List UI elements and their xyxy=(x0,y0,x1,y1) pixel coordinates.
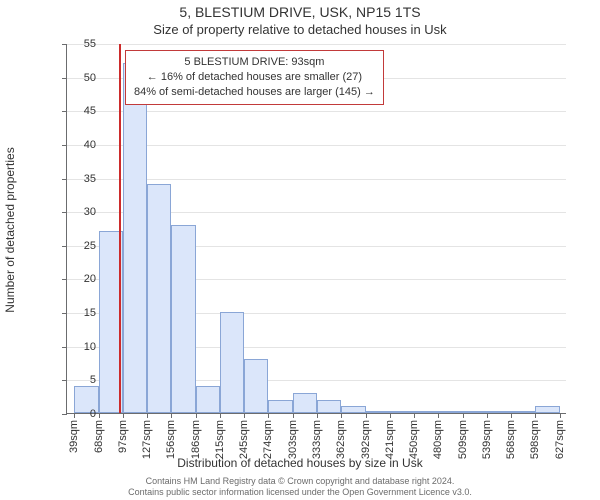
histogram-bar xyxy=(317,400,341,413)
y-tick xyxy=(62,179,67,180)
y-tick-label: 15 xyxy=(68,307,96,319)
x-tick-label: 362sqm xyxy=(335,420,347,459)
x-axis-label: Distribution of detached houses by size … xyxy=(0,456,600,470)
histogram-bar xyxy=(293,393,317,413)
histogram-bar xyxy=(244,359,268,413)
x-tick-label: 627sqm xyxy=(554,420,566,459)
x-tick-label: 509sqm xyxy=(457,420,469,459)
y-tick-label: 40 xyxy=(68,139,96,151)
histogram-bar xyxy=(366,411,390,413)
x-tick-label: 97sqm xyxy=(117,420,129,453)
y-tick-label: 25 xyxy=(68,240,96,252)
y-tick-label: 45 xyxy=(68,105,96,117)
x-tick xyxy=(244,413,245,418)
y-tick-label: 30 xyxy=(68,206,96,218)
chart-title-line2: Size of property relative to detached ho… xyxy=(0,22,600,37)
x-tick xyxy=(366,413,367,418)
y-tick xyxy=(62,111,67,112)
footer-line2: Contains public sector information licen… xyxy=(0,487,600,498)
x-tick xyxy=(268,413,269,418)
annotation-line2: ← 16% of detached houses are smaller (27… xyxy=(134,70,375,85)
y-tick xyxy=(62,212,67,213)
x-tick xyxy=(487,413,488,418)
gridline xyxy=(67,44,566,45)
y-tick-label: 35 xyxy=(68,173,96,185)
y-tick xyxy=(62,313,67,314)
histogram-bar xyxy=(438,411,462,413)
x-tick xyxy=(123,413,124,418)
footer-line1: Contains HM Land Registry data © Crown c… xyxy=(0,476,600,487)
annotation-line1: 5 BLESTIUM DRIVE: 93sqm xyxy=(134,55,375,70)
x-tick-label: 450sqm xyxy=(408,420,420,459)
x-tick xyxy=(99,413,100,418)
histogram-bar xyxy=(171,225,195,413)
x-tick xyxy=(463,413,464,418)
histogram-bar xyxy=(220,312,244,413)
y-tick-label: 5 xyxy=(68,374,96,386)
x-tick-label: 392sqm xyxy=(360,420,372,459)
histogram-bar xyxy=(390,411,414,413)
x-tick-label: 156sqm xyxy=(165,420,177,459)
x-tick-label: 39sqm xyxy=(68,420,80,453)
chart-container: 5, BLESTIUM DRIVE, USK, NP15 1TS Size of… xyxy=(0,0,600,500)
x-tick xyxy=(535,413,536,418)
chart-title-line1: 5, BLESTIUM DRIVE, USK, NP15 1TS xyxy=(0,4,600,20)
x-tick xyxy=(171,413,172,418)
x-tick xyxy=(511,413,512,418)
x-tick-label: 127sqm xyxy=(141,420,153,459)
plot-area: 39sqm68sqm97sqm127sqm156sqm186sqm215sqm2… xyxy=(66,44,566,414)
histogram-bar xyxy=(535,406,559,413)
x-tick xyxy=(196,413,197,418)
property-marker-line xyxy=(119,44,121,413)
y-tick xyxy=(62,414,67,415)
x-tick-label: 539sqm xyxy=(481,420,493,459)
y-tick xyxy=(62,246,67,247)
histogram-bar xyxy=(414,411,438,413)
y-tick xyxy=(62,279,67,280)
y-tick-label: 0 xyxy=(68,408,96,420)
x-tick xyxy=(414,413,415,418)
histogram-bar xyxy=(463,411,487,413)
y-tick xyxy=(62,145,67,146)
histogram-bar xyxy=(123,63,147,413)
x-tick xyxy=(438,413,439,418)
histogram-bar xyxy=(487,411,511,413)
annotation-line3: 84% of semi-detached houses are larger (… xyxy=(134,85,375,100)
histogram-bar xyxy=(511,411,535,413)
x-tick-label: 303sqm xyxy=(287,420,299,459)
y-tick-label: 50 xyxy=(68,72,96,84)
x-tick xyxy=(220,413,221,418)
x-tick-label: 333sqm xyxy=(311,420,323,459)
x-tick xyxy=(317,413,318,418)
x-tick-label: 568sqm xyxy=(505,420,517,459)
x-tick-label: 186sqm xyxy=(190,420,202,459)
y-tick xyxy=(62,347,67,348)
histogram-bar xyxy=(147,184,171,413)
histogram-bar xyxy=(341,406,365,413)
x-tick xyxy=(293,413,294,418)
y-tick xyxy=(62,44,67,45)
x-tick-label: 421sqm xyxy=(384,420,396,459)
x-tick-label: 245sqm xyxy=(238,420,250,459)
x-tick-label: 68sqm xyxy=(93,420,105,453)
x-tick-label: 598sqm xyxy=(529,420,541,459)
y-tick-label: 55 xyxy=(68,38,96,50)
x-tick-label: 215sqm xyxy=(214,420,226,459)
x-tick-label: 480sqm xyxy=(432,420,444,459)
histogram-bar xyxy=(196,386,220,413)
y-tick-label: 20 xyxy=(68,273,96,285)
annotation-box: 5 BLESTIUM DRIVE: 93sqm← 16% of detached… xyxy=(125,50,384,105)
x-tick xyxy=(147,413,148,418)
y-tick xyxy=(62,78,67,79)
histogram-bar xyxy=(268,400,292,413)
y-tick-label: 10 xyxy=(68,341,96,353)
y-tick xyxy=(62,380,67,381)
footer-attribution: Contains HM Land Registry data © Crown c… xyxy=(0,476,600,498)
x-tick xyxy=(560,413,561,418)
y-axis-label: Number of detached properties xyxy=(3,147,17,312)
x-tick xyxy=(390,413,391,418)
x-tick xyxy=(341,413,342,418)
x-tick-label: 274sqm xyxy=(262,420,274,459)
